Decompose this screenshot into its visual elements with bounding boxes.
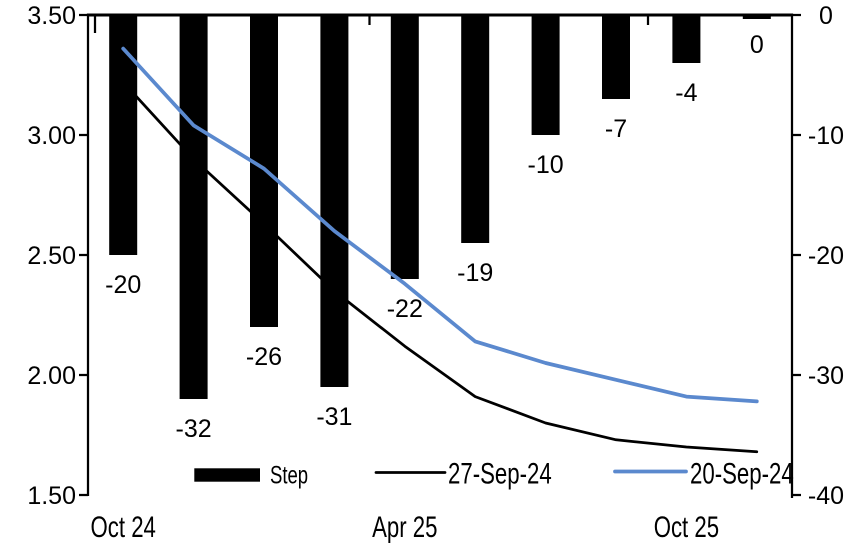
bar-value-label: 0 <box>750 31 764 59</box>
bar-value-label: -32 <box>176 415 212 443</box>
left-axis-label: 3.00 <box>27 122 76 150</box>
step-bar <box>461 15 490 243</box>
right-axis-label: -20 <box>808 242 844 270</box>
step-bar <box>320 15 349 387</box>
bar-value-label: -4 <box>675 79 697 107</box>
step-bar <box>390 15 419 279</box>
x-axis-label: Oct 25 <box>654 511 719 544</box>
legend-label: Step <box>270 462 308 490</box>
right-axis-label: 0 <box>819 2 833 30</box>
bar-value-label: -19 <box>457 259 493 287</box>
step-bar <box>672 15 701 63</box>
line-27-sep-24 <box>121 80 759 454</box>
bar-value-label: -10 <box>528 151 564 179</box>
step-bar <box>531 15 560 135</box>
x-axis-label: Oct 24 <box>91 511 156 544</box>
right-axis-label: -40 <box>808 482 844 510</box>
bar-value-label: -7 <box>605 115 627 143</box>
legend-label: 20-Sep-24 <box>690 458 794 491</box>
bar-value-label: -20 <box>105 271 141 299</box>
bar-value-label: -26 <box>246 343 282 371</box>
step-bar <box>742 15 771 19</box>
step-bar <box>179 15 208 399</box>
x-axis-label: Apr 25 <box>372 511 437 544</box>
left-axis-label: 2.50 <box>27 242 76 270</box>
left-axis-label: 2.00 <box>27 362 76 390</box>
legend-label: 27-Sep-24 <box>448 458 552 491</box>
bar-value-label: -22 <box>387 295 423 323</box>
legend-swatch-bar <box>194 468 260 482</box>
bar-value-label: -31 <box>316 403 352 431</box>
right-axis-label: -10 <box>808 122 844 150</box>
left-axis-label: 3.50 <box>27 2 76 30</box>
step-bar <box>109 15 138 255</box>
line-20-sep-24 <box>121 46 759 404</box>
right-axis-label: -30 <box>808 362 844 390</box>
step-bar <box>602 15 630 99</box>
left-axis-label: 1.50 <box>27 482 76 510</box>
